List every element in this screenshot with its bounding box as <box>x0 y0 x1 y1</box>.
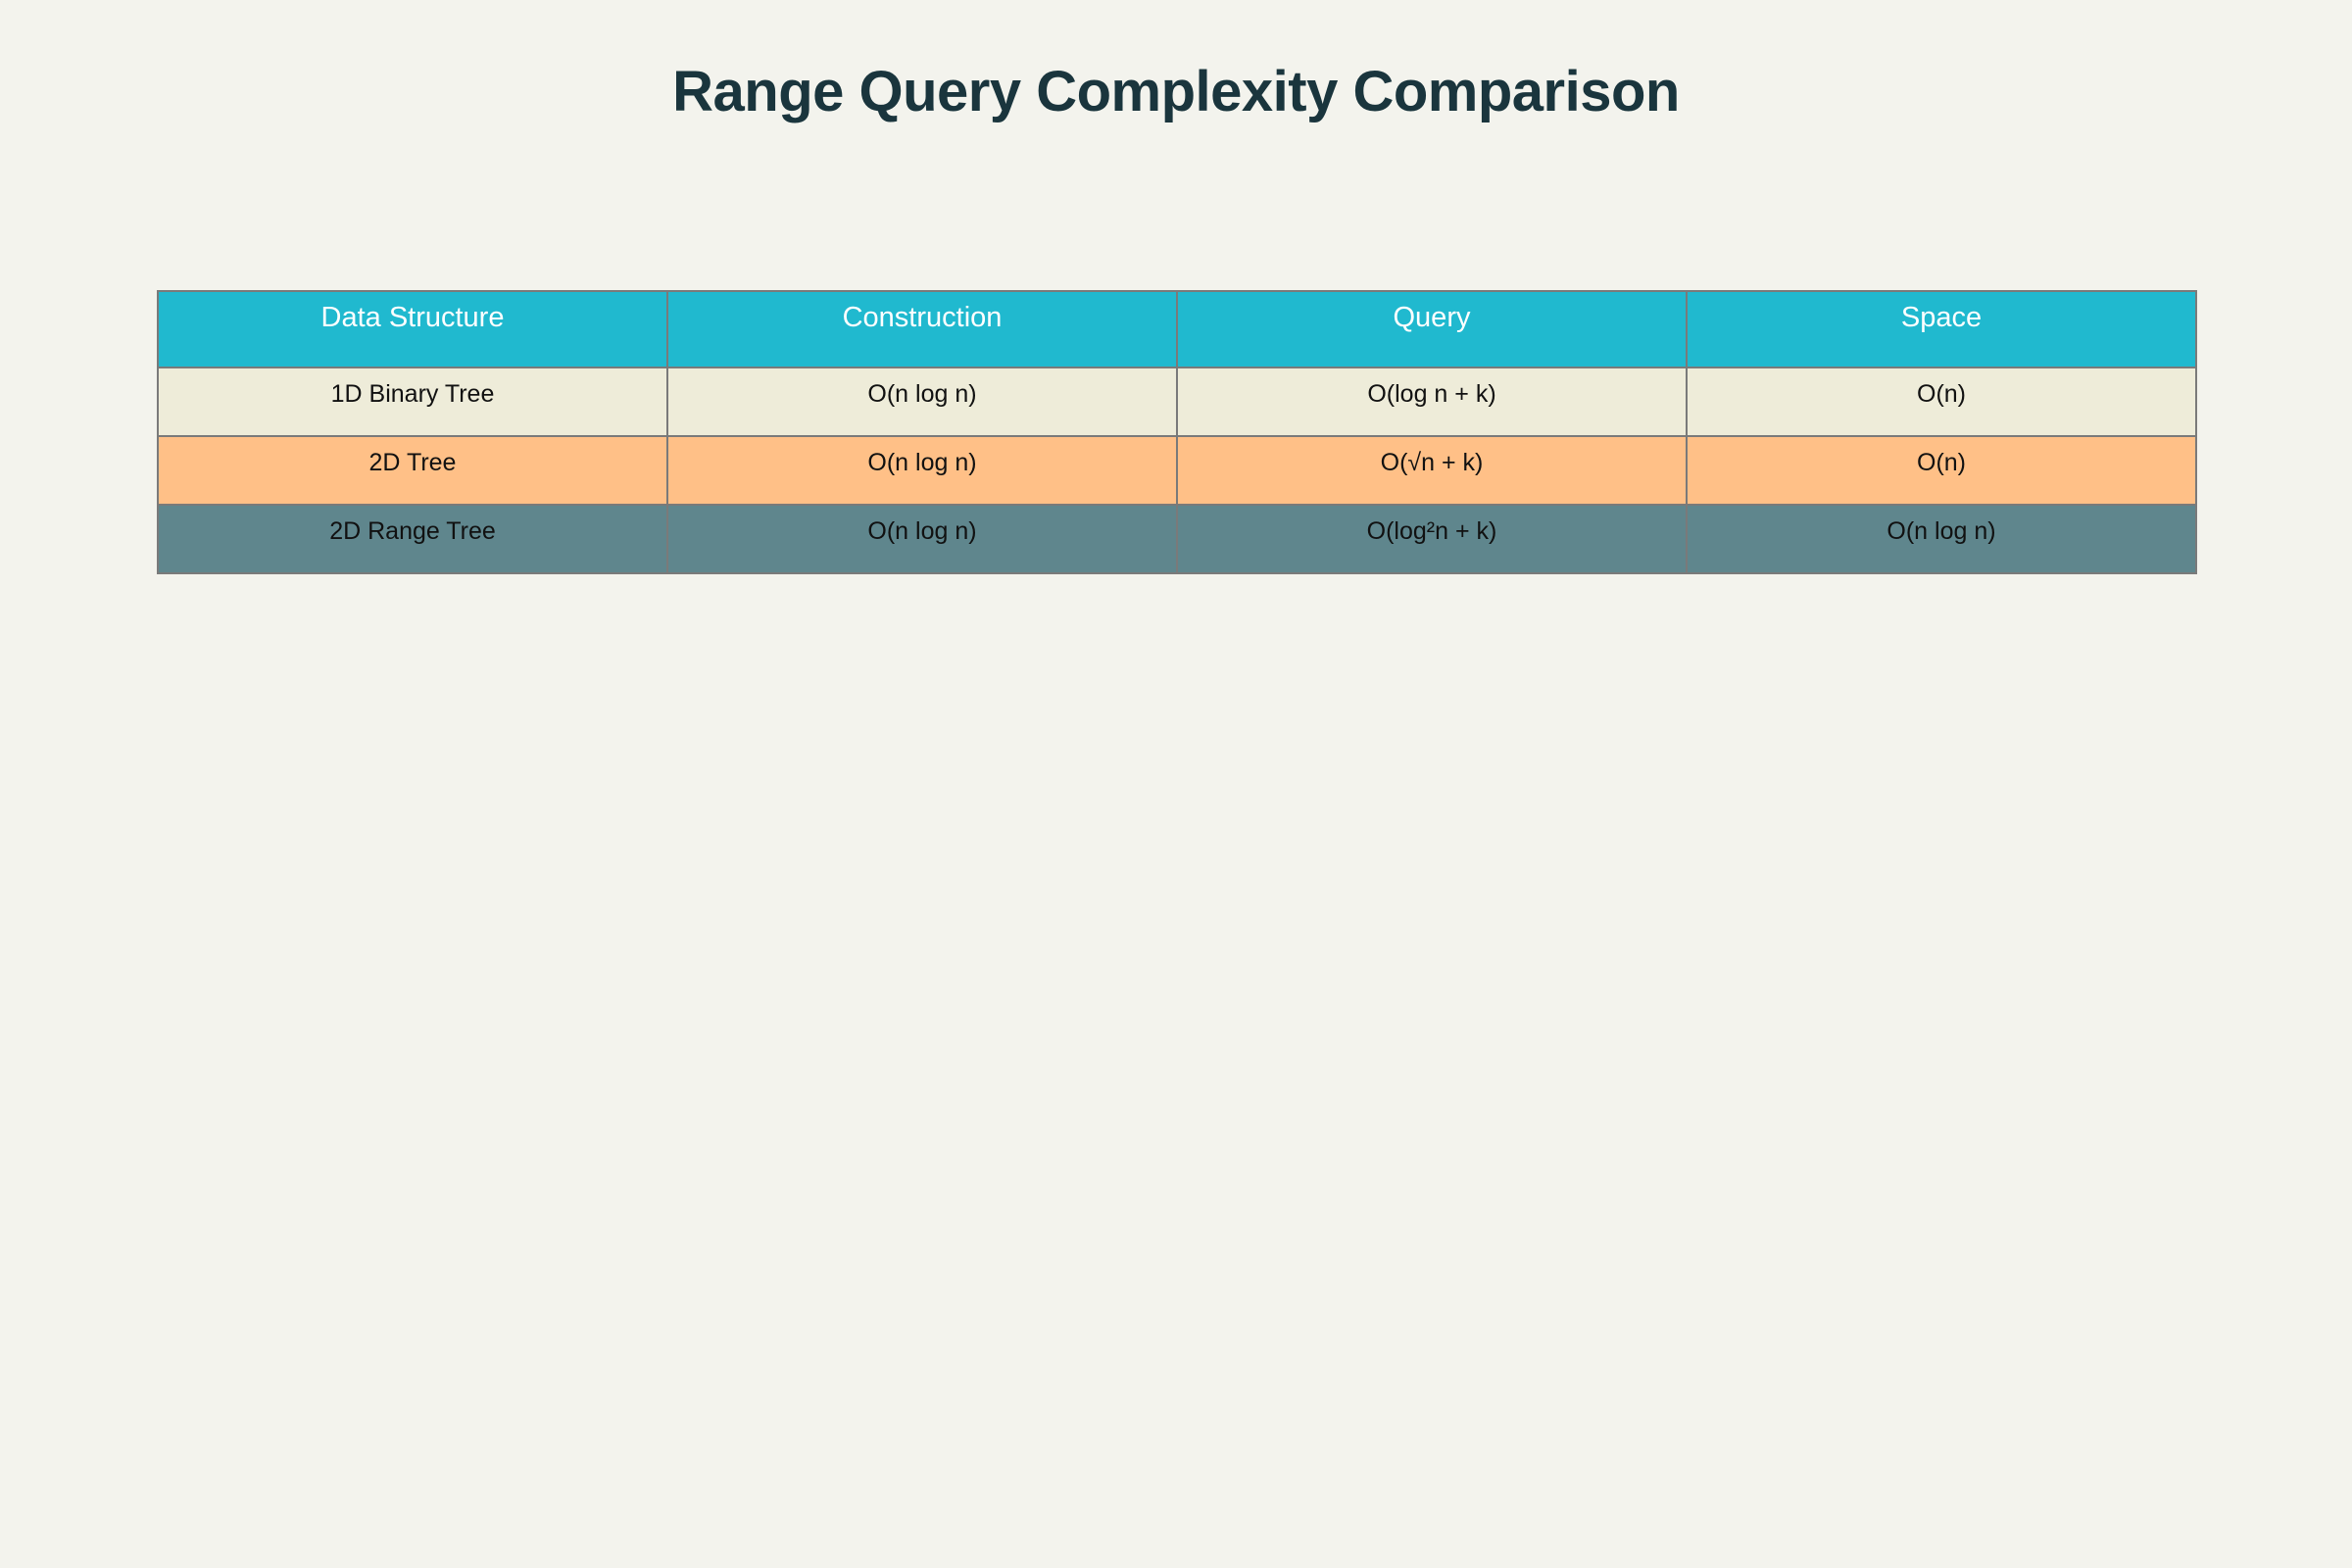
table-header-row: Data Structure Construction Query Space <box>157 290 2197 368</box>
table-cell: O(√n + k) <box>1176 435 1688 506</box>
column-header-query: Query <box>1176 290 1688 368</box>
table-row: 1D Binary Tree O(n log n) O(log n + k) O… <box>157 367 2197 437</box>
column-header-construction: Construction <box>666 290 1178 368</box>
table-cell: 1D Binary Tree <box>157 367 668 437</box>
table-cell: O(n) <box>1686 367 2197 437</box>
column-header-data-structure: Data Structure <box>157 290 668 368</box>
table-cell: O(n log n) <box>666 504 1178 574</box>
table-cell: O(n) <box>1686 435 2197 506</box>
table-row: 2D Tree O(n log n) O(√n + k) O(n) <box>157 435 2197 506</box>
table-cell: 2D Tree <box>157 435 668 506</box>
chart-title: Range Query Complexity Comparison <box>672 60 1680 123</box>
table-cell: O(n log n) <box>666 435 1178 506</box>
table-cell: O(n log n) <box>1686 504 2197 574</box>
table-cell: O(log²n + k) <box>1176 504 1688 574</box>
complexity-table: Data Structure Construction Query Space … <box>157 290 2197 574</box>
table-cell: O(n log n) <box>666 367 1178 437</box>
complexity-table-container: Data Structure Construction Query Space … <box>157 290 2197 574</box>
column-header-space: Space <box>1686 290 2197 368</box>
table-cell: O(log n + k) <box>1176 367 1688 437</box>
table-row: 2D Range Tree O(n log n) O(log²n + k) O(… <box>157 504 2197 574</box>
table-cell: 2D Range Tree <box>157 504 668 574</box>
